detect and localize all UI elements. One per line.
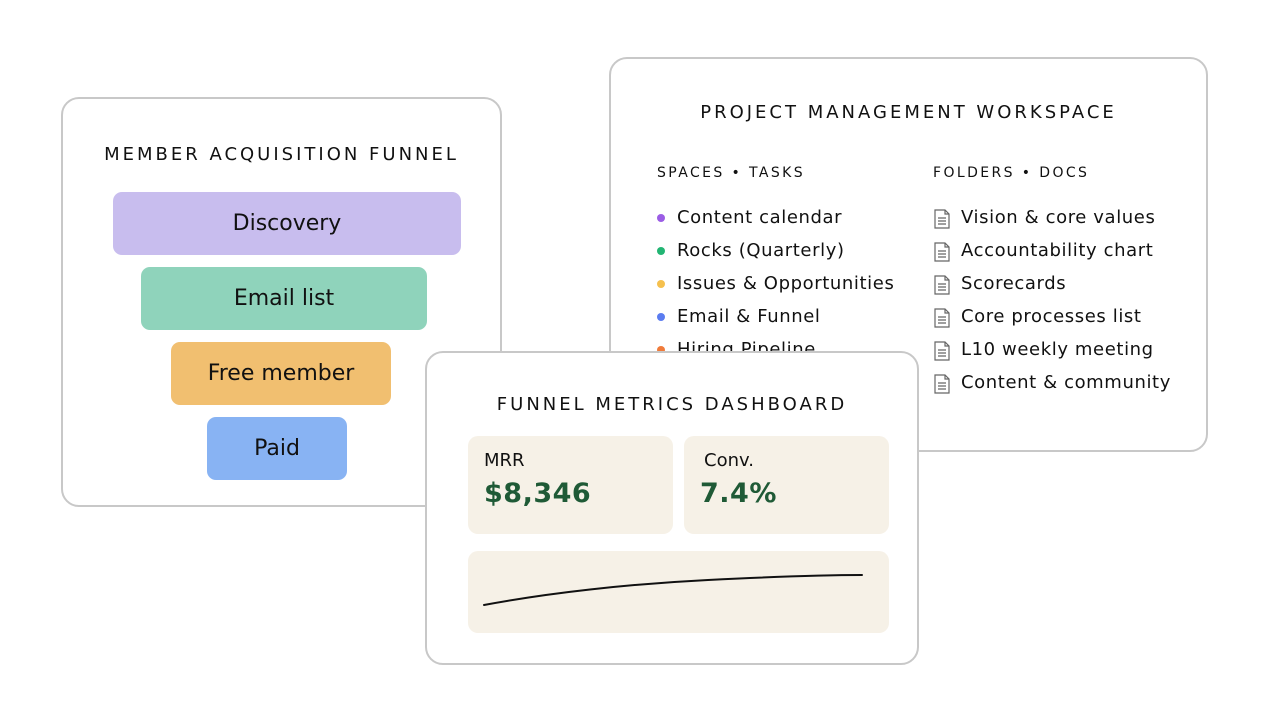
folders-heading: FOLDERS • DOCS <box>933 165 1090 181</box>
doc-label: Scorecards <box>961 273 1067 294</box>
space-label: Rocks (Quarterly) <box>677 240 845 261</box>
space-label: Email & Funnel <box>677 306 821 327</box>
doc-item[interactable]: Content & community <box>933 366 1193 399</box>
workspace-title: PROJECT MANAGEMENT WORKSPACE <box>700 102 1117 123</box>
spaces-heading: SPACES • TASKS <box>657 165 806 181</box>
space-item[interactable]: Email & Funnel <box>657 300 917 333</box>
doc-label: Vision & core values <box>961 207 1156 228</box>
space-color-dot <box>657 214 665 222</box>
dashboard-title: FUNNEL METRICS DASHBOARD <box>496 394 848 415</box>
metric-label: MRR <box>484 450 525 471</box>
metric-value: $8,346 <box>484 478 592 509</box>
metric-label: Conv. <box>704 450 754 471</box>
space-label: Issues & Opportunities <box>677 273 895 294</box>
doc-item[interactable]: Scorecards <box>933 267 1193 300</box>
space-item[interactable]: Rocks (Quarterly) <box>657 234 917 267</box>
document-icon <box>934 308 950 328</box>
space-color-dot <box>657 280 665 288</box>
funnel-stage-email-list[interactable]: Email list <box>141 267 427 330</box>
document-icon <box>934 374 950 394</box>
doc-item[interactable]: Vision & core values <box>933 201 1193 234</box>
doc-label: L10 weekly meeting <box>961 339 1154 360</box>
document-icon <box>934 341 950 361</box>
document-icon <box>934 242 950 262</box>
doc-item[interactable]: Accountability chart <box>933 234 1193 267</box>
metric-card-mrr[interactable]: MRR $8,346 <box>468 436 673 534</box>
space-item[interactable]: Issues & Opportunities <box>657 267 917 300</box>
document-icon <box>934 209 950 229</box>
sparkline-line <box>483 574 863 606</box>
space-item[interactable]: Content calendar <box>657 201 917 234</box>
dashboard-card: FUNNEL METRICS DASHBOARD MRR $8,346 Conv… <box>425 351 919 665</box>
metric-value: 7.4% <box>700 478 777 509</box>
doc-label: Accountability chart <box>961 240 1154 261</box>
spaces-list: Content calendar Rocks (Quarterly) Issue… <box>657 201 917 366</box>
funnel-card: MEMBER ACQUISITION FUNNEL Discovery Emai… <box>61 97 502 507</box>
doc-label: Content & community <box>961 372 1171 393</box>
space-color-dot <box>657 247 665 255</box>
funnel-stage-paid[interactable]: Paid <box>207 417 347 480</box>
funnel-title: MEMBER ACQUISITION FUNNEL <box>104 144 459 165</box>
sparkline-panel <box>468 551 889 633</box>
funnel-stage-free-member[interactable]: Free member <box>171 342 391 405</box>
sparkline-chart <box>483 574 863 606</box>
space-color-dot <box>657 313 665 321</box>
space-label: Content calendar <box>677 207 843 228</box>
doc-item[interactable]: L10 weekly meeting <box>933 333 1193 366</box>
document-icon <box>934 275 950 295</box>
space-color-dot <box>657 346 665 354</box>
doc-item[interactable]: Core processes list <box>933 300 1193 333</box>
doc-label: Core processes list <box>961 306 1142 327</box>
docs-list: Vision & core values Accountability char… <box>933 201 1193 399</box>
funnel-stage-discovery[interactable]: Discovery <box>113 192 461 255</box>
metric-card-conversion[interactable]: Conv. 7.4% <box>684 436 889 534</box>
